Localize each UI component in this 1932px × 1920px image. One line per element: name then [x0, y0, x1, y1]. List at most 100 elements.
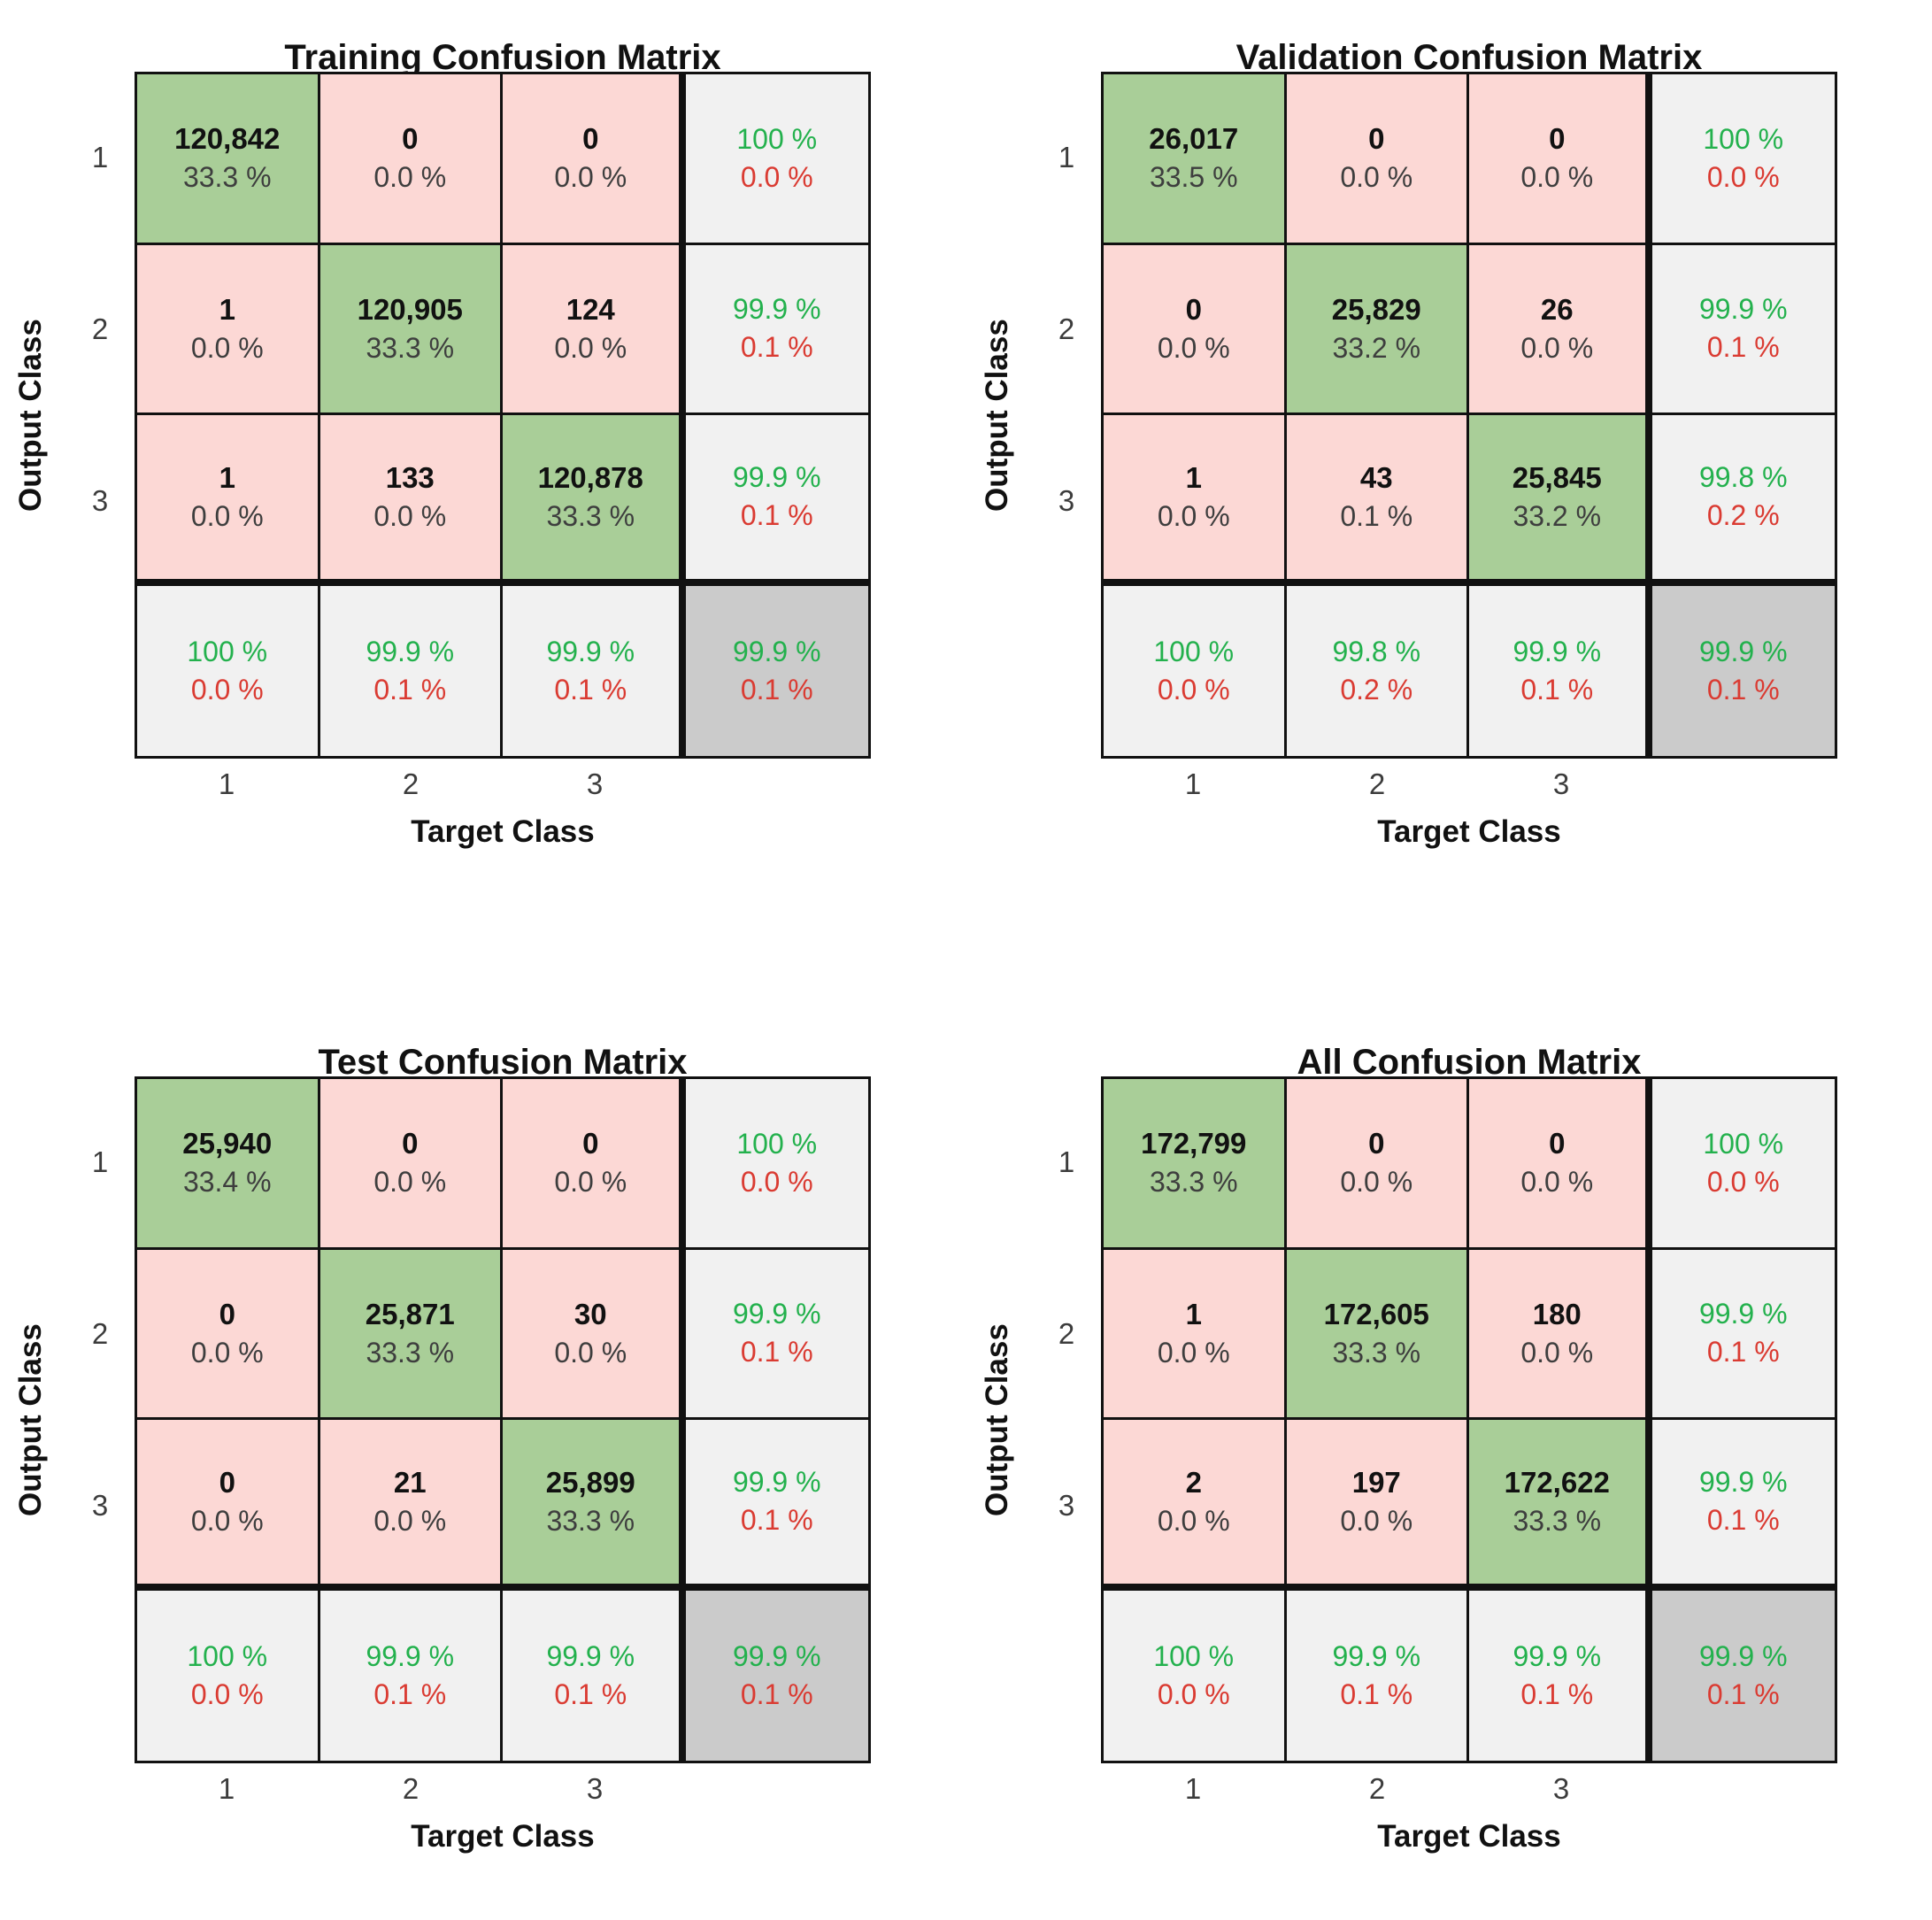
summary-cell: 99.8 % 0.2 %	[1286, 585, 1469, 756]
y-tick: 1	[91, 1145, 109, 1178]
matrix-cell-correct: 172,622 33.3 %	[1469, 1420, 1652, 1591]
summary-bad-percent: 0.0 %	[190, 673, 264, 706]
matrix-cell-error: 0 0.0 %	[137, 1249, 320, 1420]
cell-count: 25,845	[1512, 460, 1602, 494]
training-confusion-matrix: Training Confusion Matrix Output Class 1…	[0, 0, 966, 960]
cell-percent: 0.0 %	[373, 499, 447, 532]
chart-title: Validation Confusion Matrix	[1235, 38, 1703, 78]
summary-good-percent: 99.9 %	[366, 1639, 455, 1672]
y-tick: 3	[1058, 1489, 1075, 1522]
cell-count: 21	[393, 1465, 427, 1499]
summary-cell: 99.9 % 0.1 %	[685, 1249, 868, 1420]
cell-percent: 0.0 %	[1520, 161, 1594, 194]
summary-cell: 100 % 0.0 %	[1104, 585, 1287, 756]
cell-percent: 0.0 %	[1157, 499, 1230, 532]
summary-good-percent: 99.9 %	[732, 1298, 821, 1330]
x-axis-ticks: 1 2 3	[1101, 767, 1837, 806]
cell-count: 25,940	[182, 1127, 273, 1160]
cell-count: 1	[1185, 1297, 1202, 1330]
matrix-cell-error: 0 0.0 %	[1469, 74, 1652, 245]
test-confusion-matrix: Test Confusion Matrix Output Class 1 2 3…	[0, 960, 966, 1920]
summary-bad-percent: 0.1 %	[740, 1677, 813, 1710]
x-tick: 3	[586, 767, 604, 800]
cell-count: 0	[219, 1465, 235, 1499]
cell-count: 172,799	[1141, 1127, 1247, 1160]
summary-good-percent: 99.9 %	[732, 1639, 821, 1672]
x-tick: 3	[1552, 767, 1570, 800]
cell-percent: 0.0 %	[1520, 331, 1594, 364]
cell-percent: 33.2 %	[1332, 331, 1421, 364]
cell-count: 133	[385, 460, 435, 494]
cell-count: 0	[1549, 122, 1566, 155]
matrix-cell-correct: 25,829 33.2 %	[1286, 244, 1469, 415]
y-tick: 2	[1058, 312, 1075, 345]
cell-percent: 0.0 %	[373, 161, 447, 194]
cell-percent: 0.0 %	[554, 161, 627, 194]
summary-cell: 100 % 0.0 %	[1104, 1590, 1287, 1761]
matrix-cell-correct: 25,899 33.3 %	[503, 1420, 686, 1591]
summary-cell: 99.9 % 0.1 %	[685, 1420, 868, 1591]
summary-good-percent: 99.9 %	[732, 461, 821, 494]
confusion-grid: 26,017 33.5 % 0 0.0 % 0 0.0 % 100 % 0.0 % 0 0.0 %…	[1101, 72, 1837, 759]
x-tick: 2	[402, 1772, 419, 1805]
summary-cell: 100 % 0.0 %	[685, 1079, 868, 1250]
cell-count: 0	[582, 122, 599, 155]
y-tick: 3	[91, 484, 109, 517]
overall-summary-cell: 99.9 % 0.1 %	[685, 585, 868, 756]
y-tick: 2	[91, 1317, 109, 1350]
summary-good-percent: 99.9 %	[1698, 293, 1788, 326]
cell-count: 0	[402, 122, 419, 155]
summary-cell: 99.8 % 0.2 %	[1651, 415, 1835, 586]
summary-good-percent: 99.9 %	[732, 1466, 821, 1499]
matrix-cell-error: 21 0.0 %	[319, 1420, 503, 1591]
summary-good-percent: 99.8 %	[1332, 635, 1421, 667]
matrix-cell-error: 1 0.0 %	[1104, 415, 1287, 586]
x-tick: 3	[1552, 1772, 1570, 1805]
summary-bad-percent: 0.1 %	[554, 673, 627, 706]
matrix-cell-correct: 120,905 33.3 %	[319, 244, 503, 415]
summary-bad-percent: 0.0 %	[1157, 673, 1230, 706]
summary-good-percent: 100 %	[1703, 1127, 1784, 1160]
cell-count: 25,899	[545, 1465, 635, 1499]
overall-summary-cell: 99.9 % 0.1 %	[1651, 1590, 1835, 1761]
matrix-cell-error: 0 0.0 %	[1286, 74, 1469, 245]
y-axis-ticks: 1 2 3	[76, 72, 124, 759]
all-confusion-matrix: All Confusion Matrix Output Class 1 2 3 …	[966, 960, 1932, 1920]
summary-bad-percent: 0.0 %	[740, 1165, 813, 1198]
cell-percent: 0.0 %	[373, 1166, 447, 1199]
cell-percent: 0.0 %	[1157, 331, 1230, 364]
cell-count: 0	[1368, 1127, 1385, 1160]
summary-good-percent: 100 %	[187, 1639, 268, 1672]
cell-count: 0	[1368, 122, 1385, 155]
summary-cell: 99.9 % 0.1 %	[1651, 1249, 1835, 1420]
summary-bad-percent: 0.1 %	[740, 1336, 813, 1369]
matrix-cell-error: 0 0.0 %	[503, 1079, 686, 1250]
cell-percent: 0.0 %	[1520, 1336, 1594, 1369]
cell-count: 1	[219, 292, 235, 326]
y-axis-label: Output Class	[980, 1323, 1014, 1516]
y-tick: 1	[1058, 1145, 1075, 1178]
validation-confusion-matrix: Validation Confusion Matrix Output Class…	[966, 0, 1932, 960]
confusion-grid: 25,940 33.4 % 0 0.0 % 0 0.0 % 100 % 0.0 % 0 0.0 %…	[135, 1076, 871, 1763]
summary-bad-percent: 0.1 %	[1340, 1677, 1413, 1710]
summary-good-percent: 99.9 %	[1698, 1639, 1788, 1672]
chart-title: All Confusion Matrix	[1297, 1043, 1642, 1083]
summary-good-percent: 99.9 %	[1698, 1298, 1788, 1330]
summary-bad-percent: 0.2 %	[1340, 673, 1413, 706]
cell-percent: 33.2 %	[1513, 499, 1602, 532]
summary-cell: 99.9 % 0.1 %	[319, 1590, 503, 1761]
summary-bad-percent: 0.1 %	[1706, 673, 1780, 706]
x-tick: 1	[1184, 767, 1202, 800]
cell-count: 120,878	[537, 460, 643, 494]
cell-percent: 0.0 %	[1520, 1166, 1594, 1199]
chart-title: Training Confusion Matrix	[284, 38, 721, 78]
summary-cell: 99.9 % 0.1 %	[685, 415, 868, 586]
cell-count: 120,905	[357, 292, 463, 326]
cell-count: 0	[1549, 1127, 1566, 1160]
summary-bad-percent: 0.1 %	[740, 331, 813, 364]
overall-summary-cell: 99.9 % 0.1 %	[685, 1590, 868, 1761]
cell-percent: 33.5 %	[1149, 161, 1238, 194]
cell-percent: 33.3 %	[1513, 1504, 1602, 1537]
cell-percent: 33.3 %	[366, 331, 455, 364]
cell-count: 120,842	[174, 122, 281, 155]
